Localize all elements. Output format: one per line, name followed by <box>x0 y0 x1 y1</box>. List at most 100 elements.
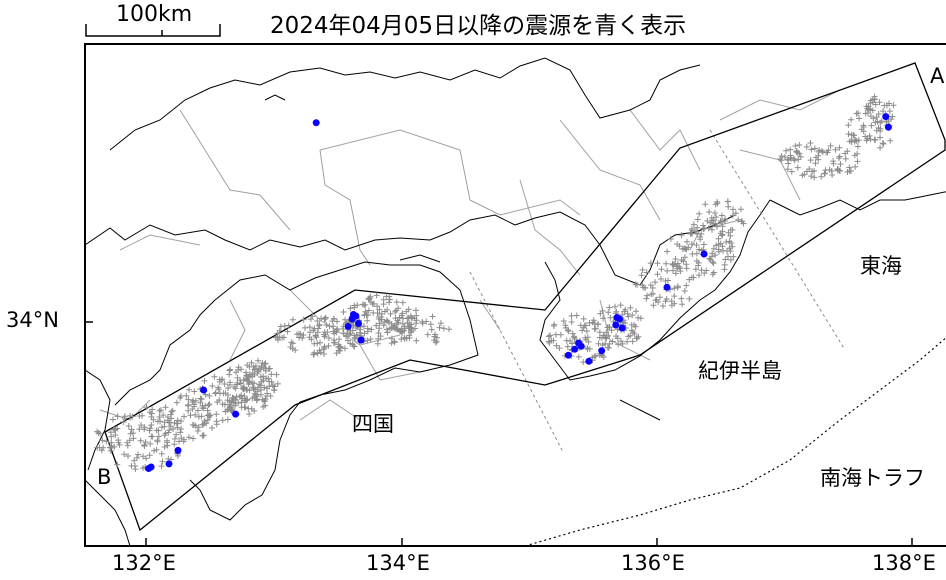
old-hypocenter-mark <box>607 314 614 321</box>
old-hypocenter-mark <box>378 316 385 323</box>
old-hypocenter-mark <box>429 313 436 320</box>
old-hypocenter-mark <box>643 269 650 276</box>
old-hypocenter-mark <box>602 340 609 347</box>
recent-hypocenter-dot <box>598 347 606 355</box>
old-hypocenter-mark <box>642 285 649 292</box>
old-hypocenter-mark <box>818 147 825 154</box>
old-hypocenter-mark <box>124 453 131 460</box>
old-hypocenter-mark <box>135 451 142 458</box>
old-hypocenter-mark <box>221 381 228 388</box>
old-hypocenter-mark <box>244 386 251 393</box>
old-hypocenter-mark <box>865 105 872 112</box>
old-hypocenter-mark <box>386 296 393 303</box>
label-kii: 紀伊半島 <box>698 359 782 383</box>
old-hypocenter-mark <box>679 246 686 253</box>
old-hypocenter-mark <box>545 333 552 340</box>
scale-bar <box>85 24 221 37</box>
old-hypocenter-mark <box>622 320 629 327</box>
old-hypocenter-mark <box>869 107 876 114</box>
old-hypocenter-mark <box>173 399 180 406</box>
lon-label-132: 132°E <box>112 551 176 575</box>
map-frame <box>84 43 946 547</box>
old-hypocenter-mark <box>322 314 329 321</box>
old-hypocenter-mark <box>695 259 702 266</box>
old-hypocenter-mark <box>605 309 612 316</box>
old-hypocenter-mark <box>727 227 734 234</box>
old-hypocenter-mark <box>562 324 569 331</box>
old-hypocenter-mark <box>624 338 631 345</box>
old-hypocenter-mark <box>363 312 370 319</box>
map-title: 2024年04月05日以降の震源を青く表示 <box>270 13 687 39</box>
old-hypocenter-mark <box>383 326 390 333</box>
old-hypocenter-mark <box>419 318 426 325</box>
old-hypocenter-mark <box>195 424 202 431</box>
old-hypocenter-mark <box>166 426 173 433</box>
old-hypocenter-mark <box>336 336 343 343</box>
old-hypocenter-mark <box>219 417 226 424</box>
old-hypocenter-mark <box>632 281 639 288</box>
old-hypocenter-mark <box>177 429 184 436</box>
old-hypocenter-mark <box>256 381 263 388</box>
old-hypocenter-mark <box>719 231 726 238</box>
old-hypocenter-mark <box>835 155 842 162</box>
recent-hypocenter-dot <box>577 342 585 350</box>
old-hypocenter-mark <box>721 261 728 268</box>
old-hypocenter-mark <box>567 337 574 344</box>
old-hypocenter-mark <box>664 248 671 255</box>
old-hypocenter-mark <box>391 322 398 329</box>
old-hypocenter-mark <box>147 440 154 447</box>
old-hypocenter-mark <box>294 331 301 338</box>
old-hypocenter-mark <box>208 424 215 431</box>
old-hypocenter-mark <box>368 326 375 333</box>
old-hypocenter-mark <box>848 138 855 145</box>
old-hypocenter-mark <box>877 128 884 135</box>
old-hypocenter-mark <box>608 327 615 334</box>
old-hypocenter-mark <box>727 256 734 263</box>
old-hypocenter-mark <box>364 328 371 335</box>
old-hypocenter-mark <box>130 430 137 437</box>
old-hypocenter-mark <box>885 118 892 125</box>
old-hypocenter-mark <box>240 377 247 384</box>
old-hypocenter-mark <box>794 164 801 171</box>
old-hypocenter-mark <box>204 417 211 424</box>
old-hypocenter-mark <box>708 226 715 233</box>
old-hypocenter-mark <box>246 411 253 418</box>
old-hypocenter-mark <box>407 324 414 331</box>
old-hypocenter-mark <box>787 154 794 161</box>
old-hypocenter-mark <box>672 256 679 263</box>
recent-hypocenter-dot <box>882 113 890 121</box>
old-hypocenter-mark <box>793 148 800 155</box>
old-hypocenter-mark <box>718 232 725 239</box>
old-hypocenter-mark <box>584 345 591 352</box>
old-hypocenter-mark <box>344 337 351 344</box>
old-hypocenter-mark <box>155 433 162 440</box>
old-hypocenter-mark <box>218 377 225 384</box>
old-hypocenter-mark <box>726 238 733 245</box>
old-hypocenter-mark <box>167 411 174 418</box>
old-hypocenter-mark <box>718 219 725 226</box>
old-hypocenter-mark <box>306 324 313 331</box>
old-hypocenter-mark <box>437 320 444 327</box>
old-hypocenter-mark <box>132 466 139 473</box>
old-hypocenter-mark <box>209 383 216 390</box>
old-hypocenter-mark <box>189 406 196 413</box>
old-hypocenter-mark <box>181 413 188 420</box>
old-hypocenter-mark <box>683 238 690 245</box>
old-hypocenter-mark <box>399 299 406 306</box>
old-hypocenter-mark <box>343 333 350 340</box>
old-hypocenter-mark <box>585 338 592 345</box>
old-hypocenter-mark <box>103 438 110 445</box>
old-hypocenter-mark <box>842 155 849 162</box>
old-hypocenter-mark <box>185 407 192 414</box>
old-hypocenter-mark <box>340 309 347 316</box>
old-hypocenter-mark <box>591 325 598 332</box>
old-hypocenter-mark <box>622 306 629 313</box>
old-hypocenter-mark <box>317 339 324 346</box>
old-hypocenter-mark <box>719 243 726 250</box>
old-hypocenter-mark <box>248 405 255 412</box>
old-hypocenter-mark <box>331 330 338 337</box>
old-hypocenter-mark <box>366 296 373 303</box>
old-hypocenter-mark <box>871 136 878 143</box>
old-hypocenter-mark <box>206 392 213 399</box>
old-hypocenter-mark <box>878 118 885 125</box>
